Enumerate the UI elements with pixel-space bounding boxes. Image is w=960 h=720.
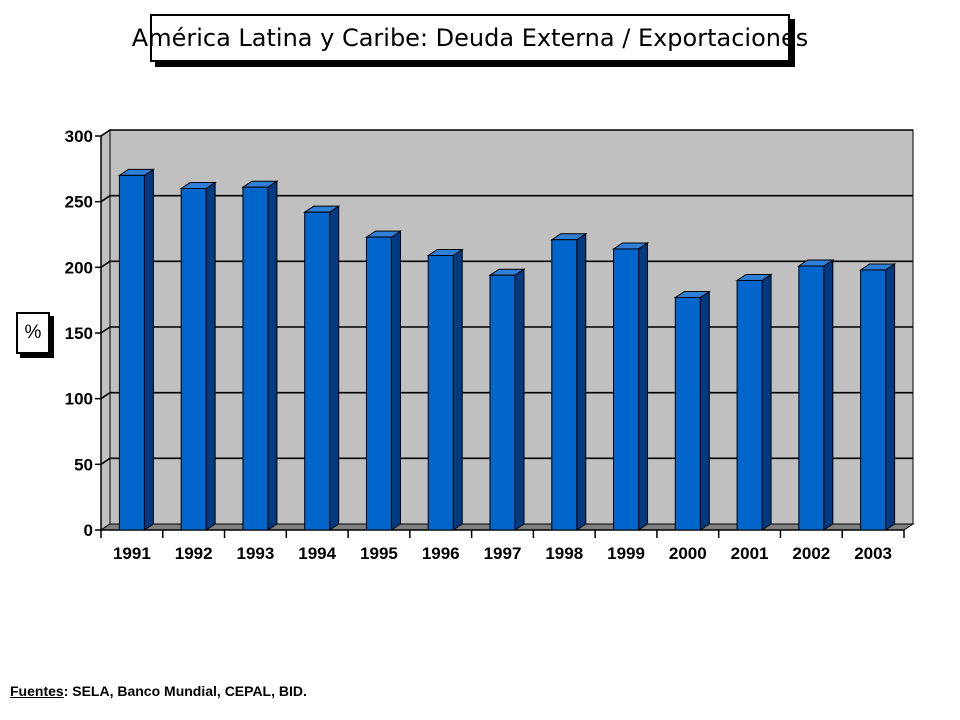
bar-1991 (118, 174, 145, 531)
bar-side-1995 (390, 230, 401, 531)
x-tick-label: 2003 (854, 544, 892, 563)
bar-1994 (304, 211, 331, 531)
x-tick-label: 2000 (669, 544, 707, 563)
x-tick-label: 1999 (607, 544, 645, 563)
y-tick-label: 100 (65, 390, 93, 409)
bar-side-1996 (452, 248, 463, 531)
x-tick-label: 1997 (484, 544, 522, 563)
y-tick-label: 50 (74, 455, 93, 474)
bar-2000 (674, 297, 701, 531)
gridline (100, 129, 913, 137)
x-tick-label: 1994 (298, 544, 336, 563)
bar-side-1992 (205, 181, 216, 531)
bar-side-2003 (885, 263, 896, 531)
x-tick-label: 2002 (792, 544, 830, 563)
bar-1992 (180, 188, 207, 531)
chart-title: América Latina y Caribe: Deuda Externa /… (132, 14, 808, 62)
y-tick-label: 300 (65, 127, 93, 146)
bar-1996 (427, 255, 454, 531)
bar-1993 (242, 186, 269, 531)
bar-side-1998 (576, 232, 587, 531)
y-tick-label: 250 (65, 193, 93, 212)
bar-side-2000 (699, 290, 710, 531)
x-tick-label: 2001 (731, 544, 769, 563)
bar-side-1991 (143, 168, 154, 531)
x-tick-label: 1992 (175, 544, 213, 563)
bar-side-1993 (267, 180, 278, 531)
source-label: Fuentes (10, 683, 64, 699)
source-text: : SELA, Banco Mundial, CEPAL, BID. (63, 683, 307, 699)
bar-1999 (613, 248, 640, 531)
gridline (100, 194, 913, 203)
bar-2003 (860, 269, 887, 531)
x-tick-label: 1991 (113, 544, 151, 563)
bar-side-1997 (514, 268, 525, 531)
bar-2001 (736, 279, 763, 531)
bar-side-1999 (638, 242, 649, 531)
y-axis-unit-label: % (16, 312, 50, 354)
bar-1995 (365, 236, 392, 531)
x-tick-label: 1996 (422, 544, 460, 563)
bar-side-2002 (823, 259, 834, 531)
bar-1997 (489, 274, 516, 531)
bar-1998 (551, 239, 578, 531)
bar-2002 (798, 265, 825, 531)
y-tick-label: 0 (84, 521, 93, 540)
y-tick-label: 150 (65, 324, 93, 343)
x-tick-label: 1993 (237, 544, 275, 563)
y-tick-label: 200 (65, 258, 93, 277)
bar-side-2001 (761, 273, 772, 531)
bar-side-1994 (329, 205, 340, 531)
x-tick-label: 1998 (545, 544, 583, 563)
x-tick-label: 1995 (360, 544, 398, 563)
source-note: Fuentes: SELA, Banco Mundial, CEPAL, BID… (10, 683, 307, 699)
